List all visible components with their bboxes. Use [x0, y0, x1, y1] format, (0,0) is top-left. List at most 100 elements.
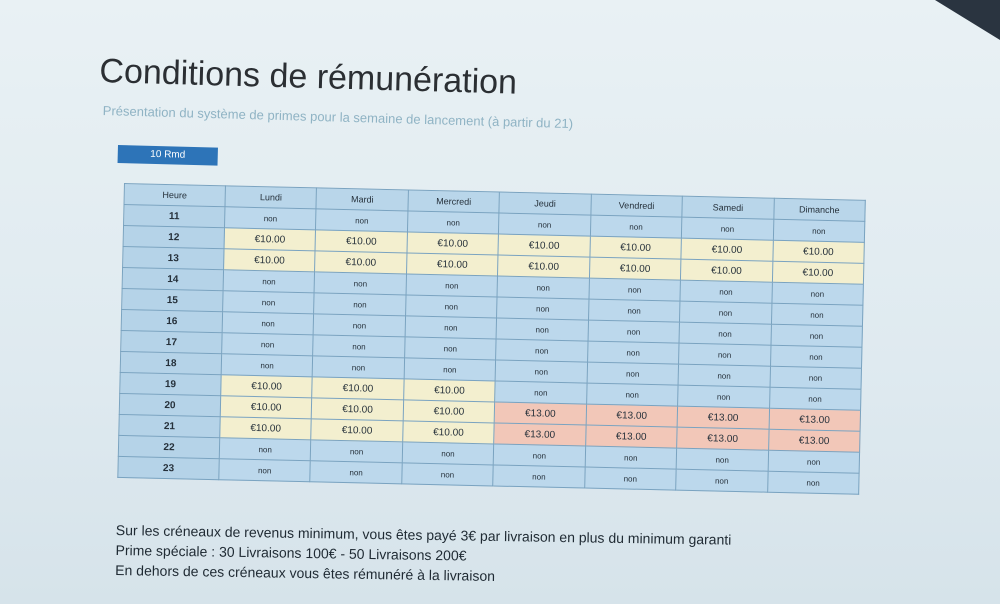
rate-cell: €10.00: [589, 257, 682, 281]
rate-cell: non: [678, 364, 771, 388]
rate-cell: non: [402, 441, 494, 465]
rate-cell: non: [313, 313, 406, 337]
rate-cell: €10.00: [220, 374, 313, 398]
conditions-notes: Sur les créneaux de revenus minimum, vou…: [115, 522, 731, 592]
hour-cell: 17: [120, 330, 223, 354]
rate-cell: non: [496, 296, 589, 321]
rate-cell: non: [404, 336, 497, 360]
rate-cell: non: [675, 469, 768, 493]
rate-cell: non: [405, 294, 498, 318]
column-header-hour: Heure: [124, 183, 226, 207]
schedule-table: Heure Lundi Mardi Mercredi Jeudi Vendredi Same…: [117, 183, 866, 495]
rate-cell: €10.00: [497, 255, 590, 279]
rate-cell: non: [494, 380, 587, 405]
hour-cell: 20: [119, 393, 221, 417]
rate-cell: non: [769, 366, 862, 390]
rate-cell: €10.00: [771, 261, 864, 285]
hour-cell: 15: [121, 288, 224, 312]
hour-cell: 13: [122, 246, 225, 270]
rate-cell: €10.00: [220, 395, 313, 419]
rate-cell: non: [679, 301, 772, 325]
rate-cell: non: [314, 292, 406, 316]
rate-cell: non: [767, 450, 860, 474]
hour-cell: 22: [118, 435, 220, 459]
rate-cell: €13.00: [585, 404, 678, 428]
hour-cell: 18: [120, 351, 222, 375]
rate-cell: non: [677, 385, 770, 409]
rate-cell: non: [222, 290, 315, 314]
rate-cell: non: [495, 338, 588, 363]
column-header-day: Mardi: [316, 187, 409, 211]
rate-cell: €10.00: [772, 240, 865, 264]
hour-cell: 19: [119, 372, 222, 396]
label-badge: 10 Rmd: [117, 145, 218, 166]
rate-cell: €10.00: [680, 259, 773, 283]
rate-cell: non: [680, 280, 772, 304]
rate-cell: €13.00: [494, 401, 587, 426]
rate-cell: €13.00: [676, 427, 769, 451]
rate-cell: non: [495, 359, 588, 384]
rate-cell: non: [315, 208, 408, 232]
rate-cell: non: [219, 437, 312, 461]
rate-cell: €10.00: [312, 376, 404, 400]
hour-cell: 12: [123, 225, 225, 249]
rate-cell: non: [590, 215, 682, 239]
rate-cell: non: [770, 324, 863, 348]
rate-cell: non: [218, 458, 311, 482]
hour-cell: 11: [123, 204, 225, 228]
hour-cell: 14: [122, 267, 224, 291]
rate-cell: non: [681, 217, 774, 241]
rate-cell: non: [771, 282, 864, 306]
hour-cell: 21: [118, 414, 221, 438]
rate-cell: non: [222, 311, 315, 335]
rate-cell: non: [767, 471, 860, 495]
column-header-day: Dimanche: [773, 198, 866, 222]
rate-cell: non: [224, 206, 317, 230]
rate-cell: non: [588, 299, 681, 323]
page-subtitle: Présentation du système de primes pour l…: [102, 103, 574, 132]
rate-cell: €10.00: [224, 227, 316, 251]
rate-cell: non: [496, 317, 589, 342]
hour-cell: 16: [121, 309, 223, 333]
rate-cell: €10.00: [223, 248, 316, 272]
rate-cell: non: [221, 353, 314, 377]
column-header-day: Samedi: [681, 196, 774, 220]
rate-cell: €10.00: [406, 231, 499, 256]
rate-cell: non: [586, 362, 679, 386]
column-header-day: Jeudi: [499, 192, 592, 216]
rate-cell: non: [584, 467, 677, 491]
column-header-day: Vendredi: [590, 194, 683, 218]
page-title: Conditions de rémunération: [98, 52, 518, 102]
rate-cell: €10.00: [311, 397, 404, 421]
rate-cell: non: [312, 355, 405, 379]
rate-cell: €10.00: [589, 236, 682, 260]
rate-cell: non: [403, 357, 496, 381]
rate-cell: non: [588, 278, 681, 302]
rate-cell: €13.00: [585, 425, 678, 449]
rate-cell: non: [769, 387, 862, 411]
rate-cell: non: [679, 322, 771, 346]
column-header-day: Lundi: [224, 185, 317, 209]
rate-cell: non: [498, 213, 591, 237]
rate-cell: non: [493, 443, 586, 468]
rate-cell: non: [772, 219, 865, 243]
rate-cell: non: [770, 303, 863, 327]
column-header-day: Mercredi: [407, 189, 500, 214]
rate-cell: €13.00: [493, 422, 586, 447]
rate-cell: non: [401, 462, 494, 486]
rate-cell: non: [405, 273, 498, 297]
rate-cell: non: [404, 315, 497, 339]
table-body: 11 non non non non non non non 12 €10.00 €10.00 €10…: [117, 204, 865, 495]
rate-cell: €13.00: [677, 406, 770, 430]
rate-cell: non: [770, 345, 862, 369]
rate-cell: non: [678, 343, 771, 367]
rate-cell: €10.00: [311, 418, 404, 442]
rate-cell: non: [407, 210, 500, 235]
rate-cell: non: [313, 334, 405, 358]
rate-cell: non: [676, 448, 769, 472]
rate-cell: €10.00: [403, 399, 495, 423]
rate-cell: €10.00: [681, 238, 773, 262]
rate-cell: €13.00: [768, 429, 861, 453]
rate-cell: non: [497, 276, 590, 300]
